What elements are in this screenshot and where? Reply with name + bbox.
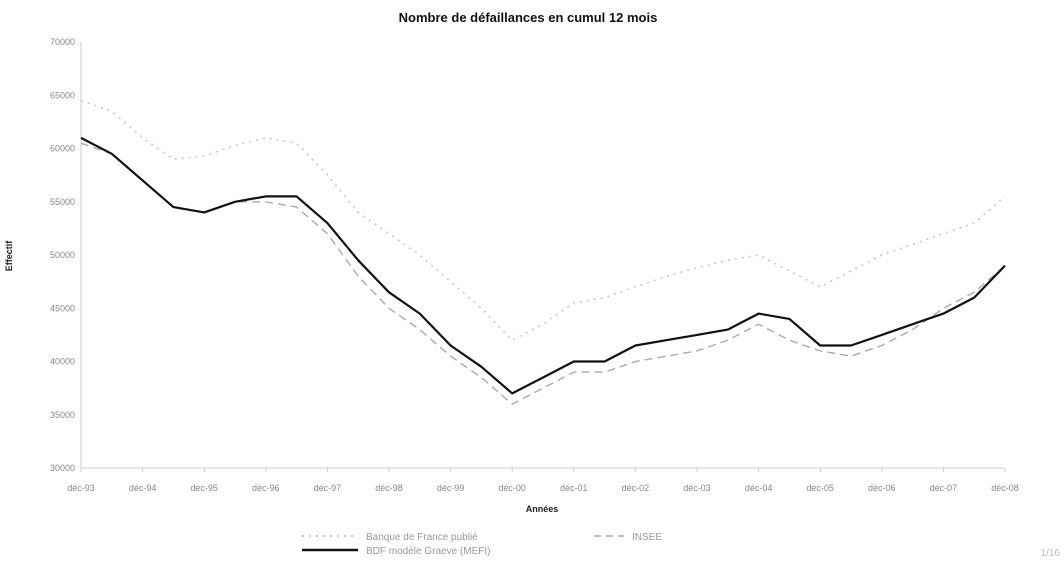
y-tick-label: 40000 [50, 357, 75, 367]
x-tick-label: déc-96 [252, 483, 280, 493]
x-tick-label: déc-04 [745, 483, 773, 493]
x-tick-label: déc-97 [314, 483, 342, 493]
x-tick-label: déc-93 [67, 483, 95, 493]
x-tick-labels: déc-93 déc-94 déc-95 déc-96 déc-97 déc-98 déc-… [67, 468, 1019, 493]
x-axis-label: Années [526, 504, 559, 514]
plot-area [80, 42, 1005, 469]
x-tick-label: déc-08 [991, 483, 1019, 493]
legend-label: Banque de France publié [366, 532, 478, 543]
legend-item-insee: INSEE [594, 532, 662, 543]
legend-item-banque-de-france: Banque de France publié [302, 532, 478, 543]
y-tick-label: 65000 [50, 90, 75, 100]
x-tick-label: déc-06 [868, 483, 896, 493]
y-tick-label: 30000 [50, 463, 75, 473]
series-line-dashed [80, 142, 1006, 405]
page-number: 1/16 [1041, 548, 1061, 559]
legend-label: BDF modèle Graeve (MEFI) [366, 546, 490, 557]
y-tick-label: 55000 [50, 197, 75, 207]
x-tick-label: déc-00 [498, 483, 526, 493]
legend: Banque de France publié INSEE BDF modèle… [302, 532, 662, 557]
x-tick-label: déc-95 [190, 483, 218, 493]
y-tick-label: 35000 [50, 410, 75, 420]
series-layer [80, 99, 1006, 405]
y-tick-label: 45000 [50, 303, 75, 313]
x-tick-label: déc-99 [437, 483, 465, 493]
x-tick-label: déc-02 [622, 483, 650, 493]
x-tick-label: déc-01 [560, 483, 588, 493]
chart-title: Nombre de défaillances en cumul 12 mois [399, 10, 658, 25]
y-axis-label: Effectif [4, 240, 14, 272]
y-tick-label: 60000 [50, 144, 75, 154]
x-tick-label: déc-98 [375, 483, 403, 493]
legend-item-bdf-modele: BDF modèle Graeve (MEFI) [302, 546, 490, 557]
series-line-dotted [80, 99, 1006, 341]
x-tick-label: déc-05 [806, 483, 834, 493]
x-tick-label: déc-07 [930, 483, 958, 493]
x-tick-label: déc-94 [129, 483, 157, 493]
y-tick-label: 70000 [50, 37, 75, 47]
series-line-solid [80, 136, 1006, 395]
legend-label: INSEE [632, 532, 662, 543]
y-tick-label: 50000 [50, 250, 75, 260]
x-tick-label: déc-03 [683, 483, 711, 493]
y-tick-labels: 30000 35000 40000 45000 50000 55000 60000 65000… [50, 37, 75, 473]
